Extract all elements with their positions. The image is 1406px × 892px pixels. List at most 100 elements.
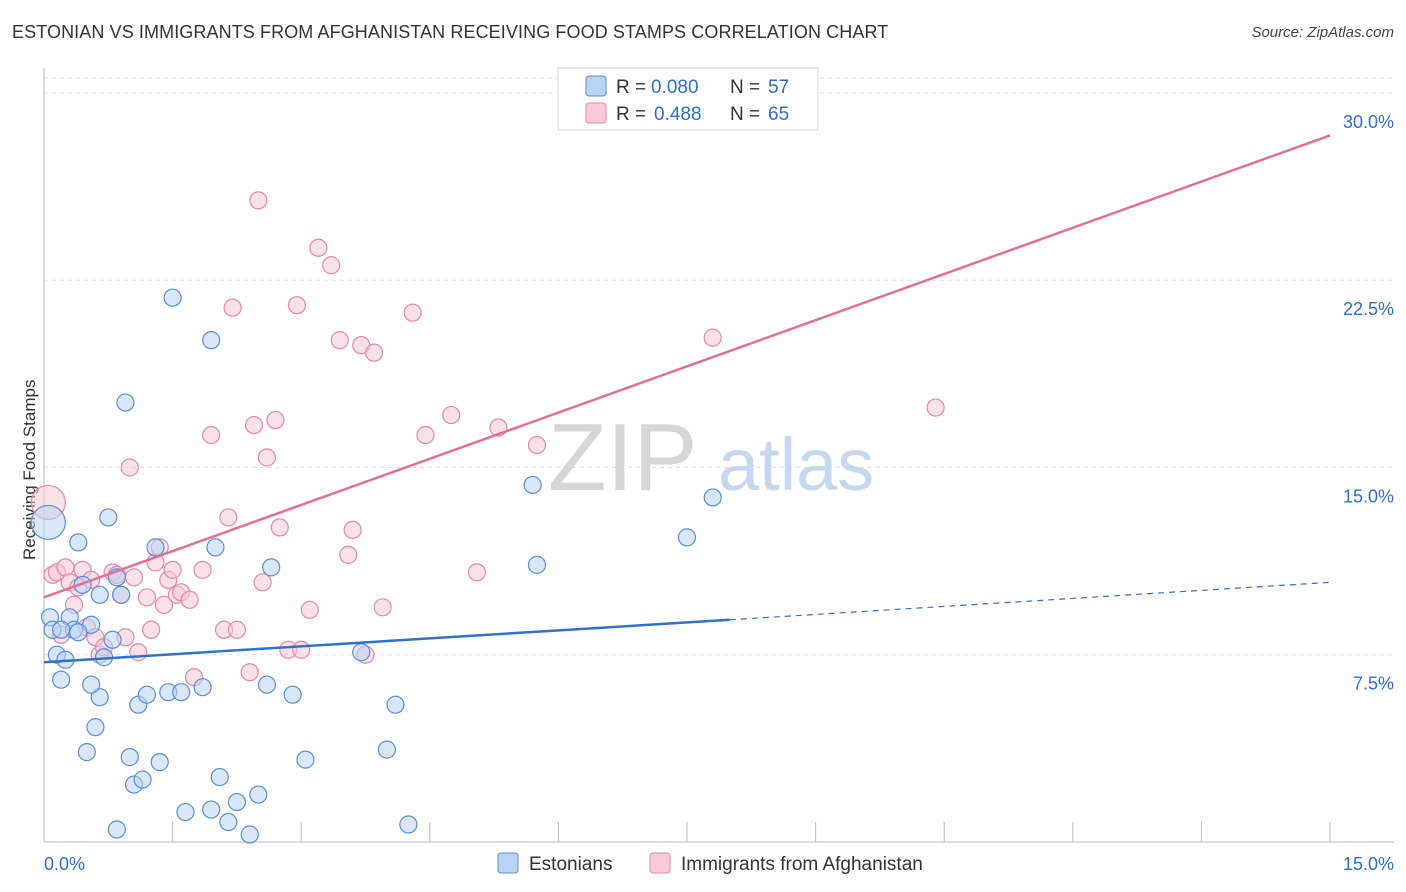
estonian-point bbox=[133, 770, 152, 789]
legend-label-estonians: Estonians bbox=[529, 854, 612, 875]
estonian-point bbox=[30, 504, 66, 541]
estonian-point bbox=[163, 288, 182, 307]
afghanistan-point bbox=[373, 598, 392, 617]
estonian-point bbox=[73, 575, 92, 594]
afghanistan-point bbox=[244, 415, 264, 435]
estonian-point bbox=[210, 767, 229, 787]
afghanistan-point bbox=[154, 595, 174, 614]
afghanistan-point bbox=[467, 563, 487, 582]
afghanistan-point bbox=[124, 568, 144, 587]
estonian-point bbox=[86, 718, 105, 737]
afghanistan-point bbox=[330, 331, 349, 350]
afghanistan-point bbox=[56, 558, 75, 577]
afghanistan-point bbox=[287, 296, 307, 315]
x-tick-label: 15.0% bbox=[1343, 854, 1394, 874]
afghanistan-n-label: N = bbox=[730, 104, 760, 125]
afghanistan-point bbox=[163, 560, 182, 579]
estonian-point bbox=[193, 678, 212, 697]
bottom-legend: Estonians Immigrants from Afghanistan bbox=[497, 852, 923, 875]
afghanistan-n-value: 65 bbox=[768, 104, 789, 125]
estonian-point bbox=[227, 792, 246, 812]
afghanistan-point bbox=[343, 520, 362, 540]
estonian-point bbox=[52, 620, 71, 639]
estonian-point bbox=[249, 785, 268, 804]
estonian-n-value: 57 bbox=[768, 77, 789, 98]
y-tick-label: 30.0% bbox=[1343, 112, 1394, 132]
estonian-point bbox=[107, 820, 126, 839]
estonian-n-label: N = bbox=[730, 77, 760, 98]
estonian-point bbox=[703, 488, 722, 507]
legend-label-afghanistan: Immigrants from Afghanistan bbox=[681, 854, 923, 875]
estonian-point bbox=[377, 740, 397, 759]
estonian-trend-extension bbox=[729, 581, 1331, 621]
estonian-point bbox=[172, 683, 191, 702]
afghanistan-swatch bbox=[585, 102, 607, 124]
estonian-point bbox=[240, 825, 259, 844]
afghanistan-point bbox=[926, 398, 945, 417]
estonian-point bbox=[137, 685, 156, 704]
watermark: ZIP atlas bbox=[548, 404, 874, 511]
afghanistan-point bbox=[339, 545, 358, 564]
watermark-zip: ZIP bbox=[548, 404, 697, 511]
afghanistan-point bbox=[527, 435, 547, 455]
tick-labels: 7.5% 15.0% 22.5% 30.0% 0.0% 15.0% bbox=[44, 112, 1394, 874]
watermark-atlas: atlas bbox=[718, 423, 874, 506]
estonian-point bbox=[116, 393, 135, 412]
afghanistan-trend-line bbox=[43, 134, 1331, 599]
afghanistan-point bbox=[180, 590, 199, 609]
afghanistan-point bbox=[703, 328, 722, 347]
chart-title: ESTONIAN VS IMMIGRANTS FROM AFGHANISTAN … bbox=[12, 22, 889, 42]
estonian-r-value: 0.080 bbox=[651, 77, 699, 98]
estonian-swatch bbox=[585, 75, 607, 97]
legend-swatch-estonians bbox=[497, 852, 519, 874]
afghanistan-r-label: R = bbox=[616, 104, 646, 125]
estonian-point bbox=[103, 630, 122, 649]
estonian-point bbox=[69, 623, 88, 642]
y-tick-label: 15.0% bbox=[1343, 486, 1394, 506]
estonian-point bbox=[90, 688, 109, 707]
source-label: Source: ZipAtlas.com bbox=[1251, 24, 1394, 41]
estonian-trend-line bbox=[43, 618, 730, 664]
afghanistan-point bbox=[193, 560, 212, 579]
estonian-point bbox=[69, 533, 88, 552]
afghanistan-point bbox=[219, 508, 238, 527]
afghanistan-point bbox=[240, 663, 259, 682]
afghanistan-point bbox=[249, 191, 268, 210]
estonian-points bbox=[30, 288, 722, 844]
afghanistan-point bbox=[300, 600, 319, 619]
estonian-point bbox=[176, 802, 195, 822]
afghanistan-point bbox=[202, 425, 221, 445]
estonian-point bbox=[146, 538, 165, 557]
estonian-point bbox=[112, 585, 131, 604]
estonian-point bbox=[82, 675, 101, 694]
afghanistan-point bbox=[142, 620, 161, 639]
estonian-point bbox=[219, 812, 238, 832]
afghanistan-point bbox=[257, 448, 277, 467]
estonian-point bbox=[120, 748, 139, 767]
afghanistan-point bbox=[292, 640, 311, 659]
afghanistan-point bbox=[227, 620, 246, 639]
afghanistan-point bbox=[442, 405, 461, 425]
trend-lines bbox=[43, 134, 1331, 664]
estonian-point bbox=[352, 643, 371, 662]
estonian-point bbox=[677, 528, 697, 547]
x-tick-label: 0.0% bbox=[44, 854, 85, 874]
afghanistan-point bbox=[223, 298, 242, 317]
afghanistan-point bbox=[322, 256, 341, 275]
grid-lines bbox=[44, 77, 1394, 656]
stats-legend: R = 0.080 N = 57 R = 0.488 N = 65 bbox=[557, 67, 819, 131]
afghanistan-point bbox=[403, 303, 422, 322]
estonian-point bbox=[202, 800, 221, 819]
afghanistan-point bbox=[129, 643, 148, 662]
y-tick-label: 22.5% bbox=[1343, 299, 1394, 319]
afghanistan-point bbox=[120, 458, 139, 477]
estonian-point bbox=[206, 538, 225, 557]
estonian-point bbox=[527, 555, 547, 574]
afghanistan-point bbox=[270, 518, 289, 537]
afghanistan-point bbox=[416, 425, 435, 445]
afghanistan-r-value: 0.488 bbox=[654, 104, 702, 125]
estonian-r-label: R = bbox=[616, 77, 646, 98]
estonian-point bbox=[262, 558, 281, 577]
afghanistan-point bbox=[309, 238, 328, 257]
